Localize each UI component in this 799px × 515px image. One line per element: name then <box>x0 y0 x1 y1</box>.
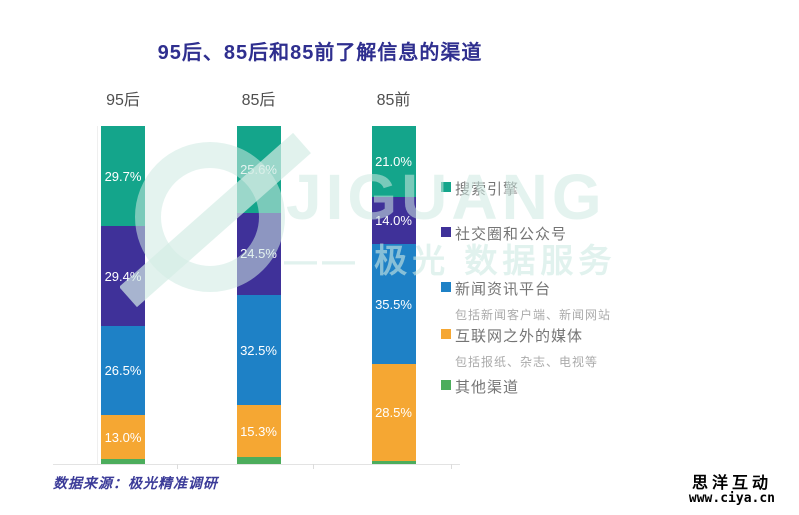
bar-segment <box>101 459 145 464</box>
legend-label: 社交圈和公众号 <box>455 226 568 243</box>
x-axis-tick <box>451 464 452 469</box>
legend-label: 搜索引擎 <box>455 181 520 198</box>
bar-value-label: 14.0% <box>375 213 412 229</box>
footer-brand-name: 思洋互动 <box>691 475 772 492</box>
legend-item: 搜索引擎 <box>441 178 519 199</box>
y-axis-line <box>97 126 98 464</box>
bar-value-label: 13.0% <box>104 429 142 445</box>
legend-item: 其他渠道 <box>441 376 519 397</box>
bar-value-label: 29.7% <box>104 168 142 184</box>
legend-label: 其他渠道 <box>455 379 520 396</box>
category-label: 95后 <box>106 92 140 109</box>
bar-segment: 13.0% <box>101 415 145 460</box>
bar-segment: 25.6% <box>236 126 281 213</box>
bar-segment: 32.5% <box>236 295 281 406</box>
bar-segment: 28.5% <box>371 364 416 461</box>
bar-segment: 14.0% <box>371 196 416 245</box>
legend-swatch <box>441 227 451 237</box>
footer-brand: 思洋互动 www.ciya.cn <box>689 476 775 506</box>
bar-segment: 26.5% <box>101 325 145 416</box>
bar-value-label: 35.5% <box>375 296 412 312</box>
bar-segment: 35.5% <box>371 244 416 365</box>
bar-segment: 21.0% <box>371 126 416 197</box>
legend-swatch <box>441 329 451 339</box>
bar-value-label: 24.5% <box>240 246 277 262</box>
legend-swatch <box>441 282 451 292</box>
x-axis-tick <box>313 464 314 469</box>
x-axis-tick <box>177 464 178 469</box>
stacked-bar-85后: 25.6% 24.5% 32.5% 15.3% <box>236 126 281 464</box>
bar-segment <box>236 456 281 464</box>
stacked-bar-85前: 21.0% 14.0% 35.5% 28.5% <box>371 126 416 464</box>
chart-title: 95后、85后和85前了解信息的渠道 <box>157 42 483 64</box>
legend-swatch <box>441 380 451 390</box>
bar-value-label: 28.5% <box>375 404 412 420</box>
bar-value-label: 25.6% <box>240 161 277 177</box>
bar-segment <box>371 460 416 464</box>
category-label: 85后 <box>241 92 276 109</box>
bar-value-label: 32.5% <box>240 342 277 358</box>
legend-sublabel: 包括新闻客户端、新闻网站 <box>455 308 612 322</box>
bar-value-label: 29.4% <box>104 268 142 284</box>
bar-value-label: 26.5% <box>104 363 142 379</box>
bar-segment: 15.3% <box>236 405 281 457</box>
bar-segment: 29.4% <box>101 226 145 326</box>
source-note: 数据来源：极光精准调研 <box>53 477 218 492</box>
legend-sublabel: 包括报纸、杂志、电视等 <box>455 355 599 369</box>
stacked-bar-95后: 29.7% 29.4% 26.5% 13.0% <box>101 126 145 464</box>
x-axis-line <box>53 464 460 465</box>
bar-value-label: 15.3% <box>240 423 277 439</box>
bar-segment: 24.5% <box>236 212 281 296</box>
legend-swatch <box>441 182 451 192</box>
legend-item: 新闻资讯平台包括新闻客户端、新闻网站 <box>441 278 611 323</box>
legend-label: 互联网之外的媒体 <box>455 328 584 345</box>
category-label: 85前 <box>376 92 411 109</box>
legend-item: 社交圈和公众号 <box>441 223 567 244</box>
bar-segment: 29.7% <box>101 126 145 227</box>
legend-label: 新闻资讯平台 <box>455 281 552 298</box>
jiguang-logo-icon <box>120 132 311 308</box>
footer-brand-url: www.ciya.cn <box>688 491 775 506</box>
bar-value-label: 21.0% <box>375 153 412 169</box>
legend-item: 互联网之外的媒体包括报纸、杂志、电视等 <box>441 325 598 370</box>
